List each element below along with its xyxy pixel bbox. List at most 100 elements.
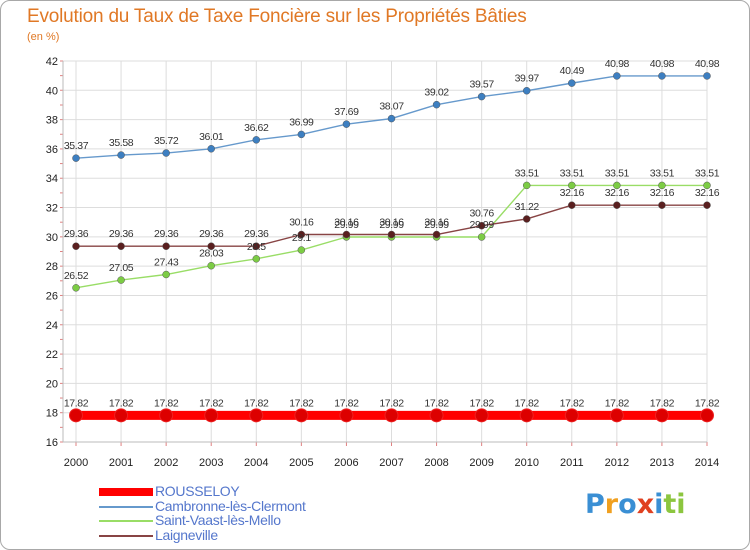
data-label: 40.98 bbox=[695, 58, 720, 70]
data-point bbox=[658, 201, 666, 209]
data-label: 28.03 bbox=[199, 248, 224, 260]
x-tick-label: 2014 bbox=[695, 457, 719, 469]
legend-swatch bbox=[99, 505, 153, 508]
data-label: 17.82 bbox=[650, 397, 675, 409]
chart-subtitle: (en %) bbox=[27, 31, 60, 43]
data-point bbox=[162, 242, 170, 250]
data-label: 36.01 bbox=[199, 131, 224, 143]
data-label: 31.22 bbox=[515, 201, 540, 213]
data-label: 17.82 bbox=[605, 397, 630, 409]
data-point bbox=[297, 130, 306, 139]
x-tick-label: 2001 bbox=[109, 457, 133, 469]
data-label: 33.51 bbox=[560, 167, 585, 179]
data-point bbox=[613, 72, 621, 80]
data-label: 29.36 bbox=[109, 228, 134, 240]
data-point bbox=[384, 408, 399, 423]
data-label: 33.51 bbox=[515, 167, 540, 179]
chart-title: Evolution du Taux de Taxe Foncière sur l… bbox=[27, 6, 527, 27]
data-label: 30.76 bbox=[470, 208, 495, 220]
data-point bbox=[568, 181, 576, 190]
data-label: 40.98 bbox=[605, 58, 630, 70]
data-label: 37.69 bbox=[334, 106, 359, 118]
data-label: 17.82 bbox=[379, 397, 404, 409]
data-label: 17.82 bbox=[289, 397, 314, 409]
x-tick-label: 2008 bbox=[424, 457, 448, 469]
data-label: 17.82 bbox=[334, 397, 359, 409]
data-point bbox=[522, 181, 531, 190]
data-label: 27.05 bbox=[109, 262, 134, 274]
y-tick-label: 32 bbox=[46, 203, 58, 215]
data-label: 30.16 bbox=[334, 217, 359, 229]
data-point bbox=[700, 408, 714, 423]
data-point bbox=[477, 92, 486, 101]
legend-label: Laigneville bbox=[155, 526, 218, 543]
data-point bbox=[114, 408, 129, 423]
legend-swatch bbox=[99, 488, 153, 496]
data-label: 17.82 bbox=[109, 397, 134, 409]
x-tick-label: 2004 bbox=[244, 457, 268, 469]
data-point bbox=[252, 255, 261, 263]
logo-letter: o bbox=[618, 489, 637, 520]
data-label: 35.58 bbox=[109, 137, 134, 149]
data-label: 39.97 bbox=[515, 73, 540, 85]
data-point bbox=[297, 230, 306, 239]
data-label: 39.02 bbox=[424, 87, 449, 99]
data-label: 40.49 bbox=[560, 65, 585, 77]
y-tick-label: 38 bbox=[46, 115, 58, 127]
data-label: 17.82 bbox=[154, 397, 179, 409]
legend-label: Cambronne-lès-Clermont bbox=[155, 497, 306, 514]
axes: 16 18 20 22 24 26 28 30 32 34 36 38 40 42 2000 2001 2002… bbox=[46, 56, 719, 469]
data-label: 17.82 bbox=[470, 397, 495, 409]
data-label: 33.51 bbox=[695, 167, 720, 179]
data-point bbox=[474, 408, 489, 423]
data-label: 26.52 bbox=[64, 270, 89, 282]
data-point bbox=[613, 181, 621, 190]
data-label: 27.43 bbox=[154, 257, 179, 269]
y-tick-label: 28 bbox=[46, 261, 58, 273]
x-tick-label: 2011 bbox=[560, 457, 584, 469]
data-point bbox=[703, 181, 711, 190]
data-point bbox=[564, 408, 579, 423]
data-point bbox=[117, 242, 125, 250]
data-label: 32.16 bbox=[650, 187, 675, 199]
y-tick-label: 18 bbox=[46, 408, 58, 420]
data-point bbox=[72, 284, 80, 292]
legend-swatch bbox=[99, 534, 153, 537]
data-label: 30.16 bbox=[424, 217, 449, 229]
data-point bbox=[387, 230, 396, 239]
y-tick-label: 22 bbox=[46, 349, 58, 361]
data-point bbox=[432, 100, 441, 109]
data-label: 29.36 bbox=[244, 228, 269, 240]
y-tick-label: 40 bbox=[46, 85, 58, 97]
data-point bbox=[519, 408, 534, 423]
data-label: 28.5 bbox=[247, 241, 266, 253]
x-tick-label: 2010 bbox=[514, 457, 538, 469]
data-point bbox=[429, 408, 444, 423]
data-label: 33.51 bbox=[605, 167, 630, 179]
data-label: 35.72 bbox=[154, 135, 179, 147]
data-label: 29.36 bbox=[199, 228, 224, 240]
logo-letter: i bbox=[676, 489, 686, 520]
logo-letter: x bbox=[636, 489, 655, 520]
data-point bbox=[294, 408, 309, 423]
x-tick-label: 2000 bbox=[64, 457, 88, 469]
x-tick-label: 2002 bbox=[154, 457, 178, 469]
data-point bbox=[117, 276, 125, 284]
y-tick-label: 42 bbox=[46, 56, 58, 68]
data-point bbox=[339, 408, 354, 423]
data-point bbox=[432, 230, 441, 239]
data-label: 29.1 bbox=[292, 232, 311, 244]
y-tick-label: 34 bbox=[46, 173, 58, 185]
data-label: 29.36 bbox=[64, 228, 89, 240]
data-point bbox=[568, 79, 576, 87]
proxiti-logo: Proxiti bbox=[585, 489, 686, 520]
data-label: 35.37 bbox=[64, 140, 89, 152]
data-point bbox=[613, 201, 621, 209]
data-point bbox=[477, 221, 486, 230]
x-tick-label: 2007 bbox=[379, 457, 403, 469]
data-point bbox=[207, 261, 215, 270]
data-label: 29.99 bbox=[424, 219, 449, 231]
x-tick-label: 2012 bbox=[605, 457, 629, 469]
data-point bbox=[609, 408, 624, 423]
